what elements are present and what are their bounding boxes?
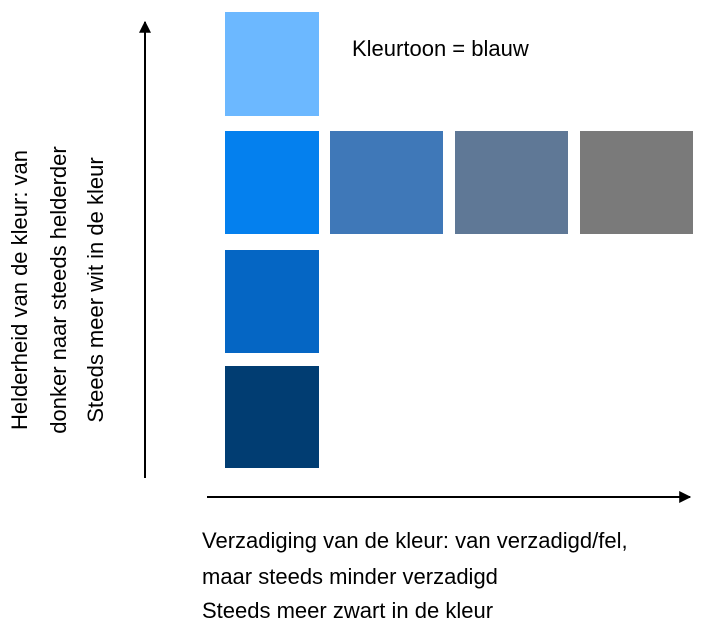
swatch bbox=[225, 12, 319, 116]
label-line: Steeds meer wit in de kleur bbox=[83, 157, 108, 422]
swatches bbox=[225, 12, 693, 468]
label-line: donker naar steeds helderder bbox=[46, 146, 71, 433]
label-line: maar steeds minder verzadigd bbox=[202, 564, 498, 589]
swatch bbox=[225, 131, 319, 234]
title: Kleurtoon = blauw bbox=[352, 36, 529, 61]
swatch bbox=[225, 250, 319, 353]
swatch bbox=[580, 131, 693, 234]
vertical-label: Helderheid van de kleur: van donker naar… bbox=[7, 146, 108, 433]
swatch bbox=[330, 131, 443, 234]
label-line: Helderheid van de kleur: van bbox=[7, 150, 32, 430]
horizontal-label: Verzadiging van de kleur: van verzadigd/… bbox=[202, 528, 628, 623]
label-line: Verzadiging van de kleur: van verzadigd/… bbox=[202, 528, 628, 553]
label-line: Steeds meer zwart in de kleur bbox=[202, 598, 493, 623]
swatch bbox=[225, 366, 319, 468]
swatch bbox=[455, 131, 568, 234]
